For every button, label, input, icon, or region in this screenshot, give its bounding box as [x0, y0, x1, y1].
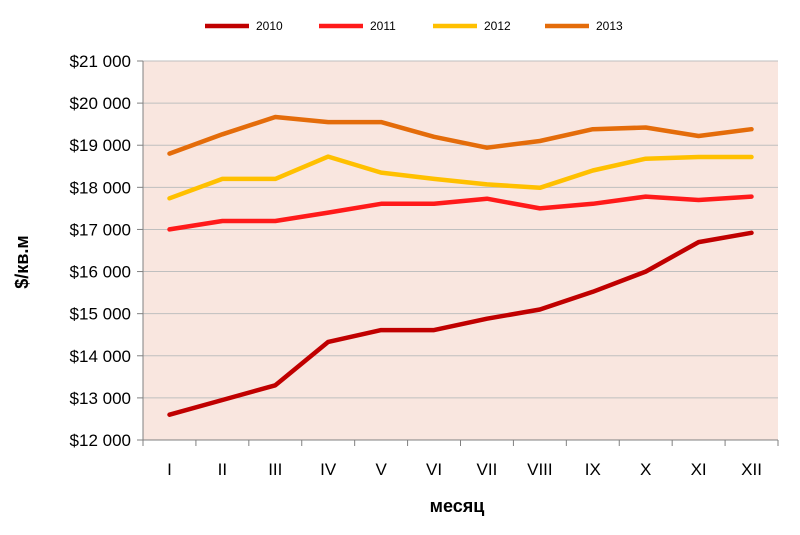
legend-label-2010: 2010: [256, 19, 283, 33]
series-lines: [167, 114, 754, 417]
series-line-2012: [167, 154, 754, 201]
x-tick-label: VIII: [527, 460, 553, 479]
y-tick-label: $14 000: [70, 347, 131, 366]
y-axis-ticks: $12 000 $13 000 $14 000 $15 000 $16 000 $17 0…: [70, 52, 143, 450]
y-tick-label: $20 000: [70, 94, 131, 113]
series-line-2011: [167, 194, 754, 232]
x-tick-label: V: [375, 460, 387, 479]
y-tick-label: $12 000: [70, 431, 131, 450]
series-line-2010: [167, 230, 754, 417]
y-tick-label: $17 000: [70, 220, 131, 239]
x-tick-label: XII: [741, 460, 762, 479]
x-tick-label: IX: [585, 460, 601, 479]
y-tick-label: $19 000: [70, 136, 131, 155]
x-tick-label: XI: [691, 460, 707, 479]
x-tick-label: II: [218, 460, 227, 479]
series-line-2013: [167, 114, 754, 156]
y-tick-label: $15 000: [70, 305, 131, 324]
x-tick-label: I: [167, 460, 172, 479]
x-tick-label: VI: [426, 460, 442, 479]
legend-label-2013: 2013: [596, 19, 623, 33]
x-tick-label: X: [640, 460, 651, 479]
x-axis-title: месяц: [430, 496, 485, 516]
y-tick-label: $18 000: [70, 178, 131, 197]
legend-label-2011: 2011: [370, 19, 396, 33]
legend-label-2012: 2012: [484, 19, 511, 33]
y-tick-label: $21 000: [70, 52, 131, 71]
x-axis-ticks: I II III IV V VI VII VIII IX X XI XII: [142, 440, 779, 479]
y-tick-label: $13 000: [70, 389, 131, 408]
x-tick-label: VII: [477, 460, 498, 479]
y-axis-title: $/кв.м: [12, 235, 32, 288]
gridlines: [143, 60, 778, 399]
x-tick-label: III: [268, 460, 282, 479]
y-tick-label: $16 000: [70, 263, 131, 282]
legend: 2010 2011 2012 2013: [205, 19, 623, 33]
x-tick-label: IV: [320, 460, 337, 479]
